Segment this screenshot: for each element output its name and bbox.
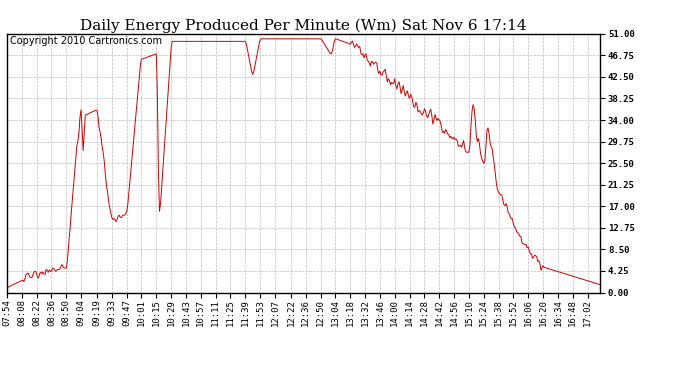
Title: Daily Energy Produced Per Minute (Wm) Sat Nov 6 17:14: Daily Energy Produced Per Minute (Wm) Sa…: [80, 18, 527, 33]
Text: Copyright 2010 Cartronics.com: Copyright 2010 Cartronics.com: [10, 36, 162, 46]
